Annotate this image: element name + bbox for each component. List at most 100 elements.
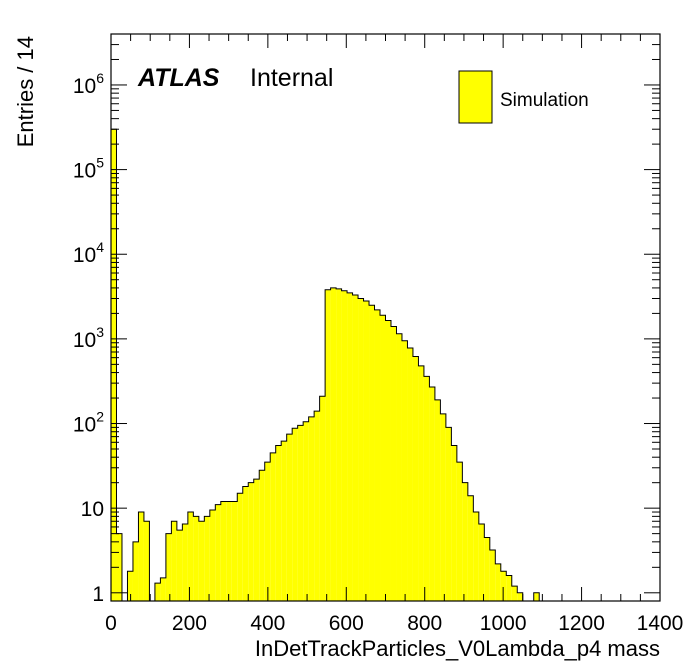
histogram-bin xyxy=(111,129,117,602)
x-axis-ticks: 0 200 400 600 800 1000 1200 1400 xyxy=(105,34,683,635)
histogram-bin xyxy=(369,305,375,601)
bars-layer xyxy=(110,128,660,602)
histogram-bin xyxy=(270,452,276,601)
histogram-bin xyxy=(237,493,243,601)
histogram-bin xyxy=(429,387,435,601)
histogram-bin xyxy=(347,292,353,601)
histogram-bin xyxy=(407,348,413,601)
histogram-bin xyxy=(297,425,304,601)
histogram-bin xyxy=(187,512,194,601)
histogram-bin xyxy=(533,592,540,601)
histogram-bin xyxy=(390,326,397,601)
histogram-bin xyxy=(456,462,463,601)
histogram-bin xyxy=(209,510,216,601)
y-tick-label: 102 xyxy=(73,409,104,437)
histogram-bin xyxy=(401,340,408,601)
histogram-bin xyxy=(478,523,485,601)
y-axis-ticks: 1 10 102 103 104 105 106 xyxy=(73,33,660,606)
histogram-bin xyxy=(176,530,183,601)
histogram-bin xyxy=(242,486,249,601)
histogram-bin xyxy=(303,421,309,601)
y-tick-label: 106 xyxy=(73,70,104,98)
histogram-bin xyxy=(143,521,150,601)
histogram-bin xyxy=(314,411,320,601)
histogram-bin xyxy=(412,356,419,601)
histogram-bin xyxy=(506,575,512,601)
histogram-bin xyxy=(286,434,293,601)
histogram-bin xyxy=(275,445,282,601)
histogram-bin xyxy=(132,541,139,601)
histogram-bin xyxy=(396,333,402,601)
histogram-bin xyxy=(116,533,122,601)
histogram-bin xyxy=(363,301,370,601)
histogram-bin xyxy=(358,298,364,601)
histogram-bin xyxy=(352,294,359,601)
histogram-bin xyxy=(330,287,337,601)
histogram-bin xyxy=(319,396,326,601)
histogram-bin xyxy=(127,571,133,601)
histogram-bin xyxy=(385,320,391,601)
histogram-bin xyxy=(473,512,479,601)
histogram-bin xyxy=(182,523,188,601)
histogram-bin xyxy=(248,482,254,601)
histogram-bin xyxy=(467,495,474,601)
internal-label: Internal xyxy=(250,64,333,92)
histogram-bin xyxy=(204,516,210,601)
histogram-bin xyxy=(336,288,342,601)
histogram-bin xyxy=(215,504,221,601)
x-axis-title: InDetTrackParticles_V0Lambda_p4 mass xyxy=(255,636,660,661)
histogram-bin xyxy=(423,376,430,601)
legend-label-simulation: Simulation xyxy=(500,90,589,111)
histogram-bin xyxy=(325,289,331,601)
histogram-bin xyxy=(259,470,265,601)
y-axis-title: Entries / 14 xyxy=(13,36,38,147)
histogram-bin xyxy=(418,365,424,601)
histogram-bin xyxy=(226,501,232,601)
y-tick-label: 105 xyxy=(73,155,104,183)
histogram-bin xyxy=(511,586,518,601)
legend-swatch-simulation xyxy=(458,70,493,124)
histogram-bin xyxy=(264,462,271,601)
histogram-bin xyxy=(517,592,523,601)
histogram-bin xyxy=(380,315,386,601)
y-tick-label: 1 xyxy=(92,583,104,606)
histogram-bin xyxy=(462,482,468,601)
histogram-bin xyxy=(138,512,144,601)
histogram-bin xyxy=(154,583,161,601)
x-tick-label: 1400 xyxy=(637,612,684,635)
x-tick-label: 0 xyxy=(105,612,117,635)
histogram-bin xyxy=(220,501,227,601)
histogram-bin xyxy=(198,521,205,601)
atlas-label: ATLAS xyxy=(137,64,220,92)
histogram-bin xyxy=(445,427,452,601)
y-tick-label: 10 xyxy=(81,498,104,521)
x-tick-label: 1200 xyxy=(558,612,605,635)
histogram-bin xyxy=(165,533,172,601)
histogram-bin xyxy=(489,550,496,601)
histogram-outline xyxy=(110,128,660,602)
histogram-bin xyxy=(500,571,507,601)
histogram-bin xyxy=(451,445,457,601)
histogram-bin xyxy=(434,399,441,601)
histogram-bin xyxy=(341,290,348,601)
x-tick-label: 800 xyxy=(407,612,442,635)
histogram-bin xyxy=(253,479,260,601)
x-tick-label: 200 xyxy=(172,612,207,635)
histogram-bin xyxy=(495,563,501,601)
histogram-bin xyxy=(308,416,315,601)
histogram-bin xyxy=(160,577,166,601)
histogram-bin xyxy=(374,309,381,601)
histogram-bin xyxy=(281,441,287,601)
histogram-bin xyxy=(193,516,199,601)
histogram-bin xyxy=(484,537,490,601)
x-tick-label: 1000 xyxy=(480,612,527,635)
histogram-bin xyxy=(440,413,446,601)
x-tick-label: 400 xyxy=(250,612,285,635)
y-tick-label: 104 xyxy=(73,239,104,267)
histogram-bin xyxy=(231,501,238,601)
x-tick-label: 600 xyxy=(329,612,364,635)
histogram-bin xyxy=(292,428,298,601)
histogram-bin xyxy=(171,521,177,601)
y-tick-label: 103 xyxy=(73,324,104,352)
